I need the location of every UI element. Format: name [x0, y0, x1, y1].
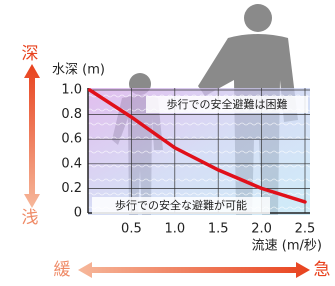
x-tick-label: 0.5 — [121, 222, 142, 237]
x-tick-label: 1.0 — [164, 222, 185, 237]
annotation-danger: 歩行での安全避難は困難 — [167, 97, 288, 111]
y-axis-label: 水深 (m) — [52, 63, 105, 78]
deep-label: 深 — [22, 44, 39, 64]
speed-arrow — [78, 262, 310, 278]
depth-arrow — [24, 64, 40, 208]
slow-label: 緩 — [54, 260, 71, 280]
chart: 深 浅 緩 急 水深 (m) 流速 (m/秒) 0 0.2 0.4 0.6 0.8 1.0… — [0, 0, 335, 286]
y-tick-label: 0.2 — [61, 181, 82, 196]
fast-label: 急 — [314, 260, 331, 280]
y-tick-label: 0 — [74, 206, 82, 221]
y-tick-label: 0.4 — [61, 156, 82, 171]
shallow-label: 浅 — [22, 208, 39, 228]
annotation-safe: 歩行での安全な避難が可能 — [115, 198, 247, 212]
x-tick-label: 2.0 — [251, 222, 272, 237]
y-tick-label: 1.0 — [61, 83, 82, 98]
x-axis-label: 流速 (m/秒) — [252, 239, 322, 254]
x-tick-label: 1.5 — [208, 222, 229, 237]
y-tick-label: 0.6 — [61, 132, 82, 147]
y-tick-label: 0.8 — [61, 107, 82, 122]
x-tick-label: 2.5 — [295, 222, 316, 237]
